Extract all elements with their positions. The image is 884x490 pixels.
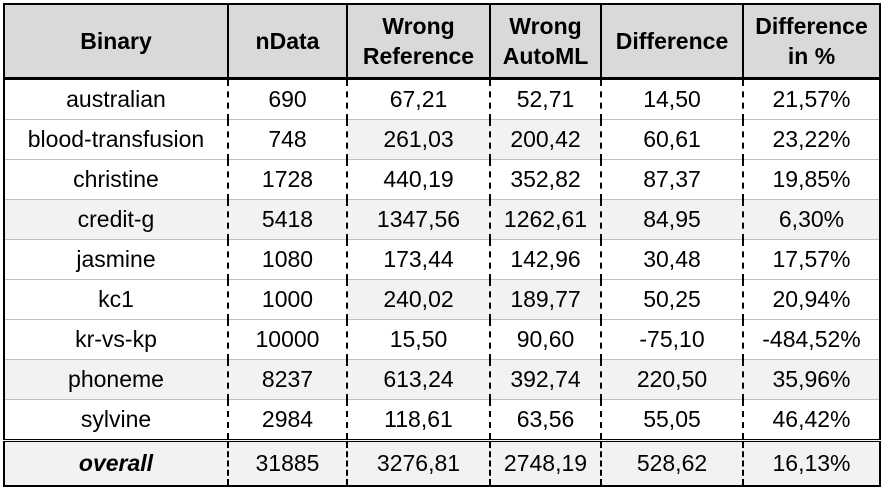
- cell-wrong-automl: 142,96: [489, 239, 602, 280]
- cell-wrong-automl: 392,74: [489, 359, 602, 400]
- table-row: kr-vs-kp 10000 15,50 90,60 -75,10 -484,52%: [3, 319, 881, 360]
- cell-difference: 87,37: [600, 159, 744, 200]
- table-row: australian 690 67,21 52,71 14,50 21,57%: [3, 78, 881, 120]
- header-wrong-reference: Wrong Reference: [346, 3, 491, 80]
- header-binary: Binary: [3, 3, 229, 80]
- cell-difference-pct: 17,57%: [742, 239, 881, 280]
- header-row: Binary nData Wrong Reference Wrong AutoM…: [3, 3, 881, 80]
- overall-wrong-reference: 3276,81: [346, 438, 491, 487]
- overall-difference: 528,62: [600, 438, 744, 487]
- cell-wrong-automl: 200,42: [489, 119, 602, 160]
- cell-dataset-name: kc1: [3, 279, 229, 320]
- cell-wrong-automl: 1262,61: [489, 199, 602, 240]
- cell-wrong-reference: 1347,56: [346, 199, 491, 240]
- cell-ndata: 10000: [227, 319, 348, 360]
- cell-wrong-automl: 352,82: [489, 159, 602, 200]
- table-row: kc1 1000 240,02 189,77 50,25 20,94%: [3, 279, 881, 320]
- cell-difference-pct: 20,94%: [742, 279, 881, 320]
- cell-wrong-reference: 440,19: [346, 159, 491, 200]
- cell-dataset-name: australian: [3, 78, 229, 120]
- header-wrong-automl: Wrong AutoML: [489, 3, 602, 80]
- cell-difference-pct: 35,96%: [742, 359, 881, 400]
- cell-difference: 220,50: [600, 359, 744, 400]
- overall-wrong-automl: 2748,19: [489, 438, 602, 487]
- cell-difference-pct: 46,42%: [742, 399, 881, 442]
- overall-ndata: 31885: [227, 438, 348, 487]
- cell-difference: -75,10: [600, 319, 744, 360]
- cell-ndata: 8237: [227, 359, 348, 400]
- cell-difference: 84,95: [600, 199, 744, 240]
- table-row: jasmine 1080 173,44 142,96 30,48 17,57%: [3, 239, 881, 280]
- cell-dataset-name: sylvine: [3, 399, 229, 442]
- cell-dataset-name: phoneme: [3, 359, 229, 400]
- cell-ndata: 5418: [227, 199, 348, 240]
- cell-difference: 50,25: [600, 279, 744, 320]
- overall-row: overall 31885 3276,81 2748,19 528,62 16,…: [3, 438, 881, 487]
- cell-dataset-name: kr-vs-kp: [3, 319, 229, 360]
- cell-ndata: 748: [227, 119, 348, 160]
- cell-wrong-reference: 173,44: [346, 239, 491, 280]
- cell-wrong-reference: 67,21: [346, 78, 491, 120]
- cell-ndata: 1728: [227, 159, 348, 200]
- table-body: australian 690 67,21 52,71 14,50 21,57% blood-…: [3, 78, 881, 442]
- cell-difference: 14,50: [600, 78, 744, 120]
- header-ndata: nData: [227, 3, 348, 80]
- cell-ndata: 1080: [227, 239, 348, 280]
- cell-wrong-automl: 189,77: [489, 279, 602, 320]
- cell-wrong-reference: 240,02: [346, 279, 491, 320]
- table-header: Binary nData Wrong Reference Wrong AutoM…: [3, 3, 881, 80]
- cell-difference-pct: 23,22%: [742, 119, 881, 160]
- table-footer: overall 31885 3276,81 2748,19 528,62 16,…: [3, 438, 881, 487]
- table-row: sylvine 2984 118,61 63,56 55,05 46,42%: [3, 399, 881, 442]
- header-difference-pct: Difference in %: [742, 3, 881, 80]
- cell-dataset-name: jasmine: [3, 239, 229, 280]
- cell-difference-pct: -484,52%: [742, 319, 881, 360]
- header-difference: Difference: [600, 3, 744, 80]
- binary-results-table: Binary nData Wrong Reference Wrong AutoM…: [3, 3, 881, 487]
- cell-wrong-automl: 63,56: [489, 399, 602, 442]
- table-row: credit-g 5418 1347,56 1262,61 84,95 6,30%: [3, 199, 881, 240]
- cell-wrong-reference: 15,50: [346, 319, 491, 360]
- cell-wrong-reference: 118,61: [346, 399, 491, 442]
- cell-ndata: 2984: [227, 399, 348, 442]
- cell-ndata: 690: [227, 78, 348, 120]
- table-row: christine 1728 440,19 352,82 87,37 19,85%: [3, 159, 881, 200]
- cell-difference: 30,48: [600, 239, 744, 280]
- cell-dataset-name: credit-g: [3, 199, 229, 240]
- overall-difference-pct: 16,13%: [742, 438, 881, 487]
- cell-wrong-reference: 613,24: [346, 359, 491, 400]
- cell-dataset-name: blood-transfusion: [3, 119, 229, 160]
- cell-difference: 55,05: [600, 399, 744, 442]
- cell-difference-pct: 21,57%: [742, 78, 881, 120]
- cell-ndata: 1000: [227, 279, 348, 320]
- cell-difference-pct: 19,85%: [742, 159, 881, 200]
- cell-difference: 60,61: [600, 119, 744, 160]
- cell-wrong-reference: 261,03: [346, 119, 491, 160]
- cell-difference-pct: 6,30%: [742, 199, 881, 240]
- cell-dataset-name: christine: [3, 159, 229, 200]
- overall-label: overall: [3, 438, 229, 487]
- cell-wrong-automl: 52,71: [489, 78, 602, 120]
- table-row: blood-transfusion 748 261,03 200,42 60,61 23,…: [3, 119, 881, 160]
- cell-wrong-automl: 90,60: [489, 319, 602, 360]
- table-row: phoneme 8237 613,24 392,74 220,50 35,96%: [3, 359, 881, 400]
